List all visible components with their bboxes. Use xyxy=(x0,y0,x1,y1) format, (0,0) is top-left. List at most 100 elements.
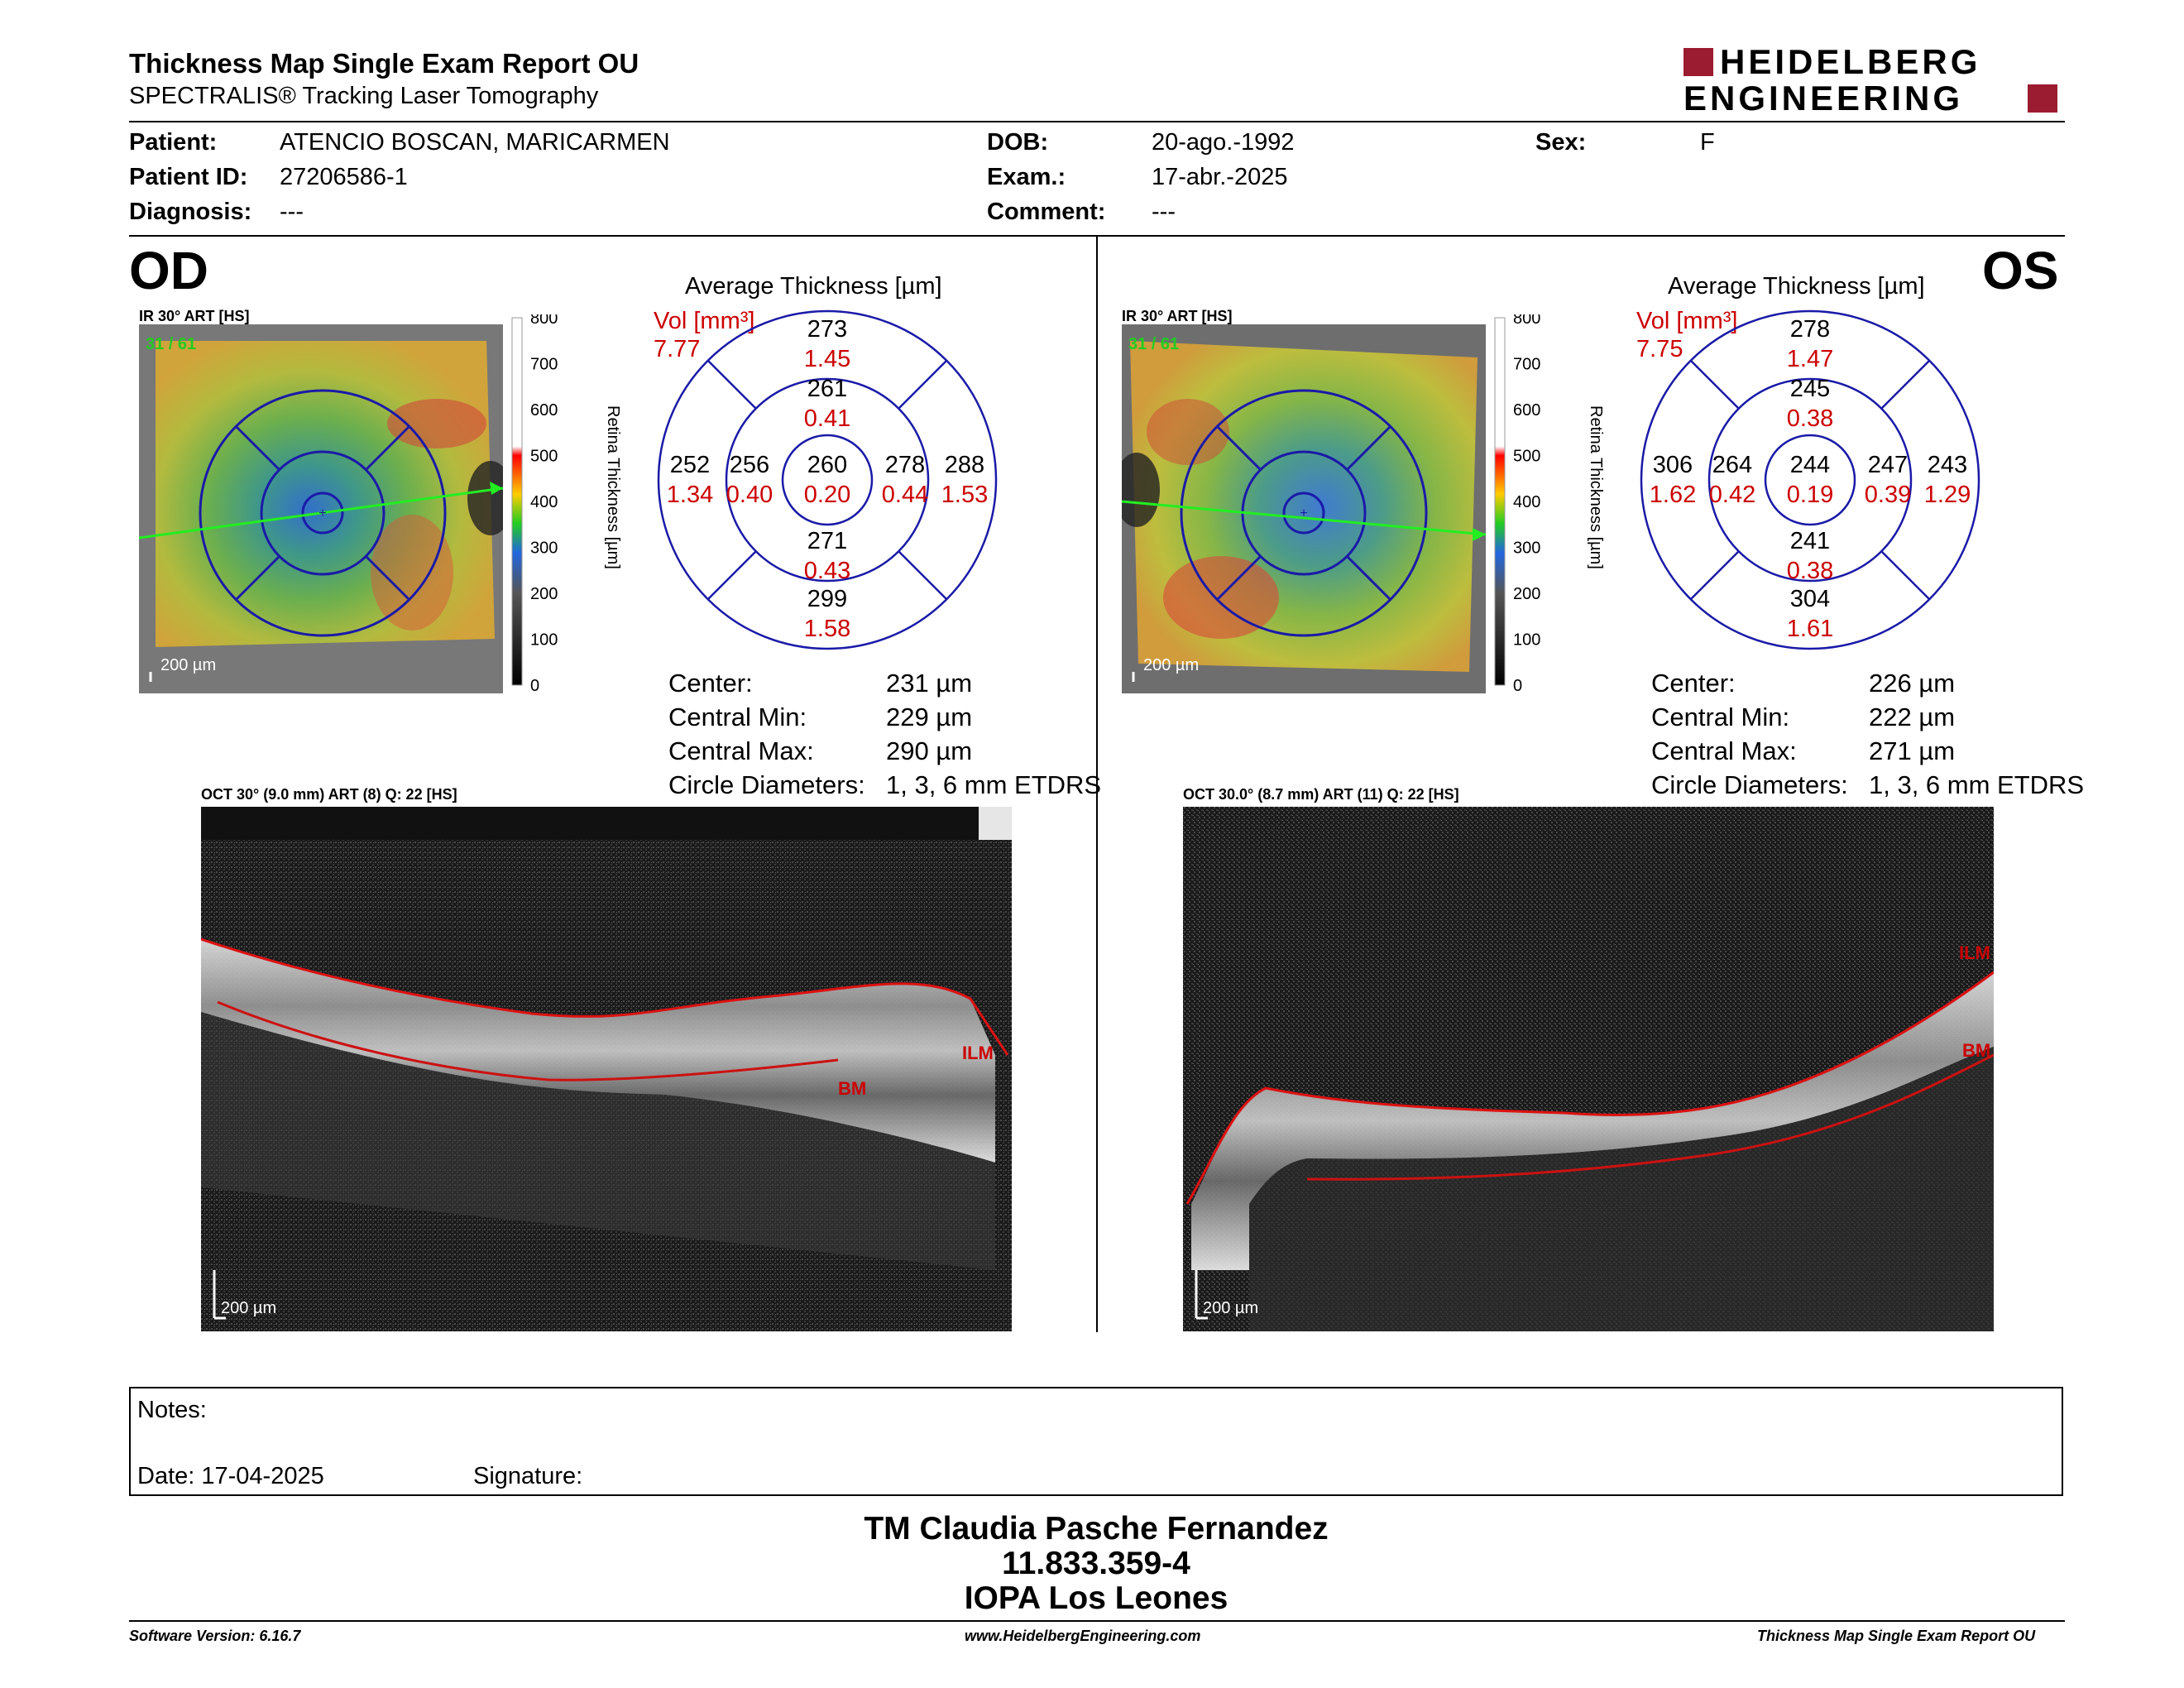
os-stat-min-value: 222 µm xyxy=(1869,703,1956,731)
footer-report-name: Thickness Map Single Exam Report OU xyxy=(1757,1628,2036,1644)
svg-text:Retina Thickness [µm]: Retina Thickness [µm] xyxy=(1587,405,1605,569)
od-ir-label: IR 30° ART [HS] xyxy=(139,308,250,324)
od-sector-thickness: 252 xyxy=(669,452,711,478)
od-sector-volume: 1.53 xyxy=(941,482,989,508)
footer-divider xyxy=(129,1620,2065,1622)
os-sector-outer-inf: 304 1.61 xyxy=(1777,584,1843,644)
signature-label: Signature: xyxy=(473,1463,583,1489)
od-vol-label: Vol [mm³] xyxy=(654,308,755,334)
od-stat-diam-label: Circle Diameters: xyxy=(668,770,865,799)
od-colorbar-tick: 600 xyxy=(530,401,558,420)
os-sector-inner-sup: 245 0.38 xyxy=(1777,374,1843,434)
od-sector-thickness: 261 xyxy=(807,376,848,402)
svg-text:200 µm: 200 µm xyxy=(160,656,216,674)
os-avg-title: Average Thickness [µm] xyxy=(1668,273,1925,300)
od-sector-outer-right: 288 1.53 xyxy=(932,450,998,510)
os-etdrs-chart xyxy=(1640,309,1980,650)
od-colorbar-tick: 400 xyxy=(530,493,558,511)
os-colorbar-tick: 800 xyxy=(1513,314,1540,328)
os-colorbar-tick: 0 xyxy=(1513,677,1522,695)
od-sector-inner-sup: 261 0.41 xyxy=(794,374,860,434)
od-stat-diam-value: 1, 3, 6 mm ETDRS xyxy=(886,770,1102,799)
logo-line2: ENGINEERING xyxy=(1684,79,1964,117)
od-colorbar-tick: 0 xyxy=(530,677,539,695)
svg-text:+: + xyxy=(1300,506,1307,520)
svg-text:BM: BM xyxy=(1962,1040,1990,1061)
od-sector-volume: 1.45 xyxy=(803,346,851,372)
svg-text:200 µm: 200 µm xyxy=(1203,1299,1258,1317)
svg-text:Retina Thickness [µm]: Retina Thickness [µm] xyxy=(604,405,622,569)
od-sector-thickness: 271 xyxy=(807,528,848,554)
os-sector-volume: 0.38 xyxy=(1786,558,1834,584)
svg-text:+: + xyxy=(318,506,326,520)
exam-label: Exam.: xyxy=(987,164,1066,190)
os-sector-volume: 0.38 xyxy=(1786,405,1834,432)
od-oct-label: OCT 30° (9.0 mm) ART (8) Q: 22 [HS] xyxy=(201,786,457,803)
od-sector-thickness: 288 xyxy=(944,452,985,478)
od-sector-volume: 0.20 xyxy=(803,482,851,508)
od-title: OD xyxy=(129,241,208,300)
os-sector-inner-right: 247 0.39 xyxy=(1855,450,1921,510)
patient-divider xyxy=(129,235,2065,237)
sex-label: Sex: xyxy=(1535,129,1587,156)
heidelberg-logo: HEIDELBERG ENGINEERING xyxy=(1684,43,2064,117)
od-sector-volume: 0.44 xyxy=(881,482,929,508)
os-sector-volume: 1.62 xyxy=(1649,482,1697,508)
os-sector-thickness: 264 xyxy=(1712,452,1753,478)
diagnosis-label: Diagnosis: xyxy=(129,199,252,225)
os-stat-max-label: Central Max: xyxy=(1651,736,1797,765)
os-sector-volume: 0.19 xyxy=(1786,482,1834,508)
svg-text:31 / 61: 31 / 61 xyxy=(146,335,196,353)
od-sector-outer-sup: 273 1.45 xyxy=(794,314,860,374)
patient-id: 27206586-1 xyxy=(280,164,408,190)
os-sector-thickness: 245 xyxy=(1789,376,1831,402)
patient-name: ATENCIO BOSCAN, MARICARMEN xyxy=(280,129,670,156)
os-stat-diam-label: Circle Diameters: xyxy=(1651,770,1848,799)
od-fundus-map: + 31 / 61 200 µm xyxy=(139,324,503,693)
os-vol-value: 7.75 xyxy=(1636,336,1684,362)
comment-label: Comment: xyxy=(987,199,1106,225)
os-sector-outer-sup: 278 1.47 xyxy=(1777,314,1843,374)
report-subtitle: SPECTRALIS® Tracking Laser Tomography xyxy=(129,83,599,109)
os-sector-volume: 0.39 xyxy=(1864,482,1912,508)
exam-value: 17-abr.-2025 xyxy=(1152,164,1288,190)
website-link[interactable]: www.HeidelbergEngineering.com xyxy=(965,1628,1201,1644)
od-etdrs-chart xyxy=(657,309,998,650)
od-vol-value: 7.77 xyxy=(654,336,701,362)
software-version: Software Version: 6.16.7 xyxy=(129,1628,301,1644)
os-sector-inner-inf: 241 0.38 xyxy=(1777,526,1843,586)
svg-text:ILM: ILM xyxy=(1959,942,1990,963)
od-sector-volume: 0.41 xyxy=(803,405,851,432)
os-oct-label: OCT 30.0° (8.7 mm) ART (11) Q: 22 [HS] xyxy=(1183,786,1459,803)
os-title: OS xyxy=(1982,241,2059,300)
svg-text:200 µm: 200 µm xyxy=(221,1299,276,1317)
os-sector-thickness: 244 xyxy=(1789,452,1831,478)
footer-id: 11.833.359-4 xyxy=(1002,1546,1190,1581)
footer-name: TM Claudia Pasche Fernandez xyxy=(864,1511,1329,1547)
svg-text:BM: BM xyxy=(838,1078,866,1099)
od-sector-center: 260 0.20 xyxy=(794,450,860,510)
os-stat-max-value: 271 µm xyxy=(1869,736,1956,765)
od-stat-max-label: Central Max: xyxy=(668,736,814,765)
os-colorbar-tick: 100 xyxy=(1513,631,1540,650)
patient-id-label: Patient ID: xyxy=(129,164,248,190)
od-sector-volume: 0.40 xyxy=(726,482,774,508)
notes-date: Date: 17-04-2025 xyxy=(137,1463,324,1489)
patient-label: Patient: xyxy=(129,129,218,156)
os-sector-center: 244 0.19 xyxy=(1777,450,1843,510)
os-colorbar: 800 700 600 500 400 300 200 100 0 Retina Thickne… xyxy=(1494,314,1605,695)
od-colorbar-tick: 800 xyxy=(530,314,558,328)
os-sector-outer-left: 306 1.62 xyxy=(1640,450,1706,510)
od-sector-thickness: 278 xyxy=(884,452,926,478)
od-colorbar-tick: 700 xyxy=(530,356,558,374)
os-oct-scan: ILM BM 200 µm xyxy=(1183,807,1994,1331)
od-stat-min-value: 229 µm xyxy=(886,703,973,731)
od-stat-center-value: 231 µm xyxy=(886,669,973,698)
report-title: Thickness Map Single Exam Report OU xyxy=(129,48,639,79)
os-vol-label: Vol [mm³] xyxy=(1636,308,1738,334)
os-sector-outer-right: 243 1.29 xyxy=(1914,450,1980,510)
os-stat-center-value: 226 µm xyxy=(1869,669,1956,698)
comment-value: --- xyxy=(1152,199,1176,225)
os-stat-diam-value: 1, 3, 6 mm ETDRS xyxy=(1869,770,2085,799)
header-divider xyxy=(129,121,2065,122)
